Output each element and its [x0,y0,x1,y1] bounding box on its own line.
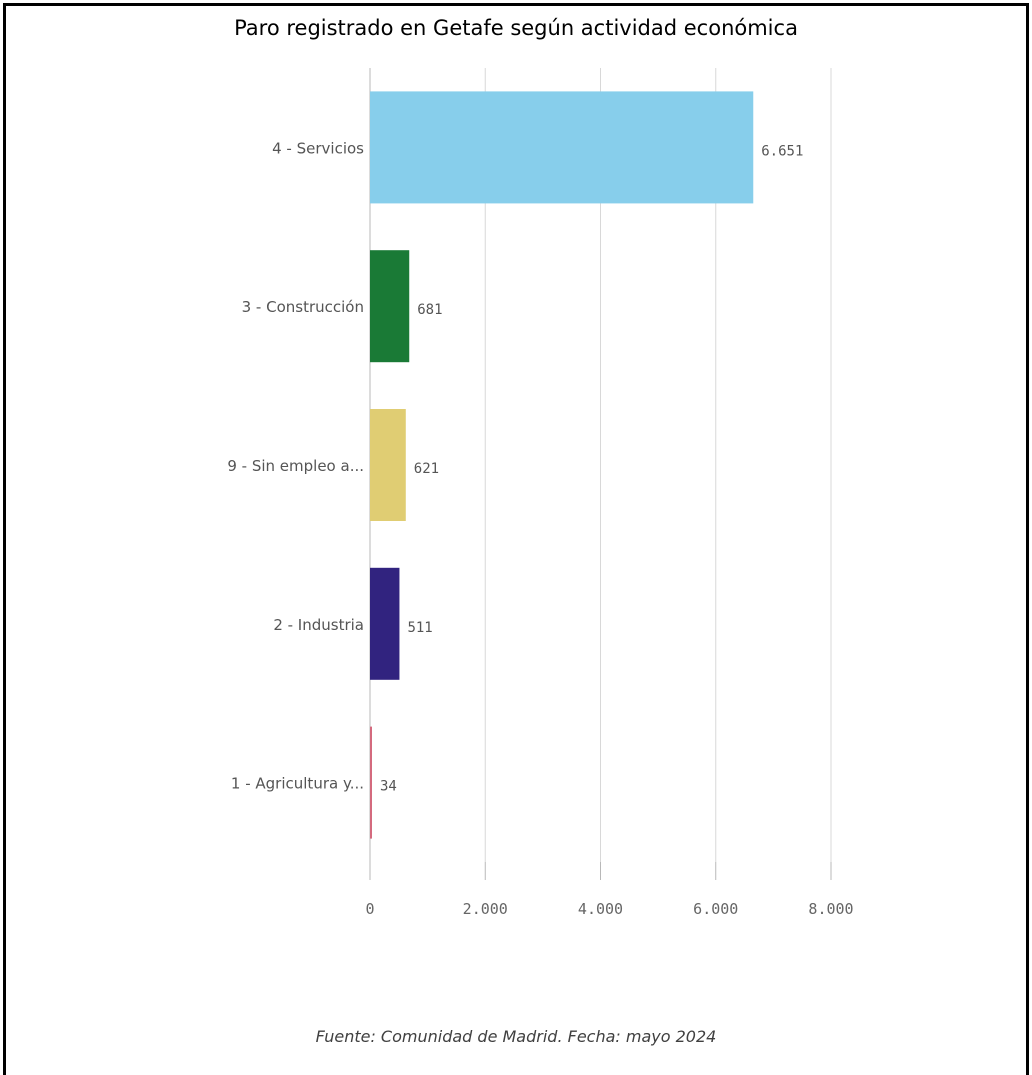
x-tick-label: 6.000 [693,900,738,918]
category-label: 1 - Agricultura y... [231,775,364,793]
category-label: 4 - Servicios [272,139,364,157]
bar [370,726,372,839]
value-label: 6.651 [761,143,803,159]
source-note: Fuente: Comunidad de Madrid. Fecha: mayo… [315,1027,717,1046]
chart-frame [3,3,1029,1075]
value-labels: 6.651 681 621 511 34 [380,143,803,794]
x-tick-label: 4.000 [578,900,623,918]
bar [370,250,410,363]
value-label: 621 [414,461,439,477]
category-label: 2 - Industria [273,616,364,634]
category-label: 3 - Construcción [242,298,364,316]
value-label: 681 [417,302,442,318]
category-labels: 4 - Servicios 3 - Construcción 9 - Sin emp… [227,139,364,792]
category-label: 9 - Sin empleo a... [227,457,364,475]
x-axis-ticks: 0 2.000 4.000 6.000 8.000 [365,900,853,918]
x-tick-label: 8.000 [808,900,853,918]
chart-title: Paro registrado en Getafe según activida… [234,16,798,40]
value-label: 34 [380,779,397,795]
bars [370,91,754,839]
x-tick-label: 0 [365,900,374,918]
value-label: 511 [407,620,432,636]
bar [370,409,406,521]
bar [370,91,754,204]
x-tick-label: 2.000 [463,900,508,918]
bar [370,567,400,680]
